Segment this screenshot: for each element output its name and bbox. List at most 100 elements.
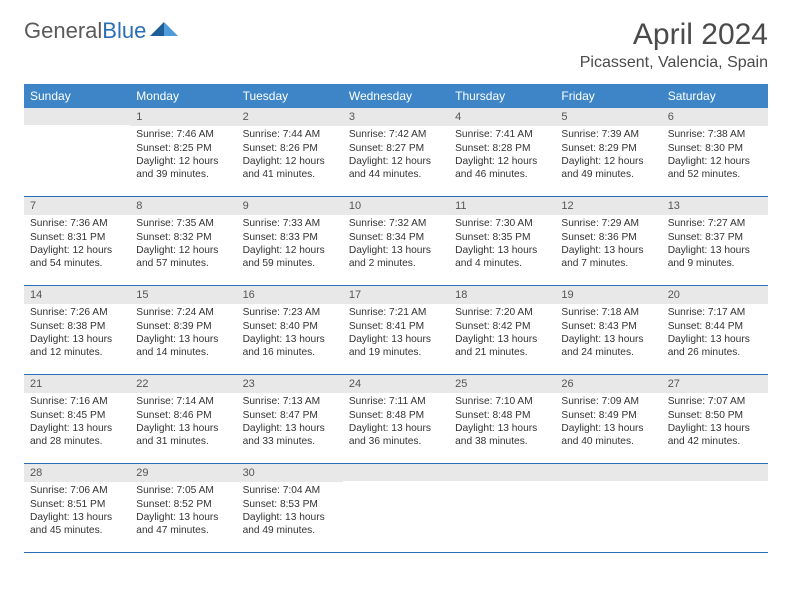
- daylight-text: Daylight: 12 hours and 54 minutes.: [30, 244, 124, 271]
- day-cell: 21Sunrise: 7:16 AMSunset: 8:45 PMDayligh…: [24, 375, 130, 463]
- day-body: Sunrise: 7:17 AMSunset: 8:44 PMDaylight:…: [662, 304, 768, 363]
- day-number: 24: [343, 375, 449, 393]
- header: GeneralBlue April 2024 Picassent, Valenc…: [0, 0, 792, 80]
- day-body: [343, 481, 449, 541]
- day-number: 4: [449, 108, 555, 126]
- sunset-text: Sunset: 8:45 PM: [30, 409, 124, 422]
- day-cell: 25Sunrise: 7:10 AMSunset: 8:48 PMDayligh…: [449, 375, 555, 463]
- sunrise-text: Sunrise: 7:23 AM: [243, 306, 337, 319]
- daylight-text: Daylight: 13 hours and 45 minutes.: [30, 511, 124, 538]
- day-body: Sunrise: 7:20 AMSunset: 8:42 PMDaylight:…: [449, 304, 555, 363]
- sunrise-text: Sunrise: 7:18 AM: [561, 306, 655, 319]
- week-row: 14Sunrise: 7:26 AMSunset: 8:38 PMDayligh…: [24, 286, 768, 375]
- day-body: [24, 125, 130, 185]
- day-cell: 24Sunrise: 7:11 AMSunset: 8:48 PMDayligh…: [343, 375, 449, 463]
- daylight-text: Daylight: 13 hours and 49 minutes.: [243, 511, 337, 538]
- week-row: 1Sunrise: 7:46 AMSunset: 8:25 PMDaylight…: [24, 108, 768, 197]
- day-body: Sunrise: 7:21 AMSunset: 8:41 PMDaylight:…: [343, 304, 449, 363]
- sunrise-text: Sunrise: 7:30 AM: [455, 217, 549, 230]
- day-number: 2: [237, 108, 343, 126]
- day-number: [555, 464, 661, 481]
- sunset-text: Sunset: 8:29 PM: [561, 142, 655, 155]
- sunrise-text: Sunrise: 7:36 AM: [30, 217, 124, 230]
- day-number: 18: [449, 286, 555, 304]
- day-body: Sunrise: 7:16 AMSunset: 8:45 PMDaylight:…: [24, 393, 130, 452]
- day-cell: 5Sunrise: 7:39 AMSunset: 8:29 PMDaylight…: [555, 108, 661, 196]
- day-number: 20: [662, 286, 768, 304]
- daylight-text: Daylight: 13 hours and 9 minutes.: [668, 244, 762, 271]
- day-cell: 18Sunrise: 7:20 AMSunset: 8:42 PMDayligh…: [449, 286, 555, 374]
- day-body: Sunrise: 7:05 AMSunset: 8:52 PMDaylight:…: [130, 482, 236, 541]
- logo-triangle-icon: [150, 20, 178, 40]
- day-body: Sunrise: 7:07 AMSunset: 8:50 PMDaylight:…: [662, 393, 768, 452]
- sunset-text: Sunset: 8:50 PM: [668, 409, 762, 422]
- day-body: Sunrise: 7:09 AMSunset: 8:49 PMDaylight:…: [555, 393, 661, 452]
- day-body: Sunrise: 7:26 AMSunset: 8:38 PMDaylight:…: [24, 304, 130, 363]
- daylight-text: Daylight: 12 hours and 46 minutes.: [455, 155, 549, 182]
- sunset-text: Sunset: 8:36 PM: [561, 231, 655, 244]
- sunset-text: Sunset: 8:34 PM: [349, 231, 443, 244]
- daylight-text: Daylight: 13 hours and 7 minutes.: [561, 244, 655, 271]
- day-cell: 14Sunrise: 7:26 AMSunset: 8:38 PMDayligh…: [24, 286, 130, 374]
- day-number: 26: [555, 375, 661, 393]
- sunset-text: Sunset: 8:53 PM: [243, 498, 337, 511]
- day-header: Saturday: [662, 84, 768, 108]
- day-cell: 16Sunrise: 7:23 AMSunset: 8:40 PMDayligh…: [237, 286, 343, 374]
- day-number: 25: [449, 375, 555, 393]
- day-cell: [343, 464, 449, 552]
- day-headers-row: SundayMondayTuesdayWednesdayThursdayFrid…: [24, 84, 768, 108]
- day-header: Tuesday: [237, 84, 343, 108]
- daylight-text: Daylight: 13 hours and 42 minutes.: [668, 422, 762, 449]
- sunset-text: Sunset: 8:42 PM: [455, 320, 549, 333]
- day-number: 8: [130, 197, 236, 215]
- day-number: 10: [343, 197, 449, 215]
- daylight-text: Daylight: 13 hours and 28 minutes.: [30, 422, 124, 449]
- daylight-text: Daylight: 12 hours and 44 minutes.: [349, 155, 443, 182]
- day-number: 7: [24, 197, 130, 215]
- sunrise-text: Sunrise: 7:06 AM: [30, 484, 124, 497]
- day-number: 13: [662, 197, 768, 215]
- logo-text-part1: General: [24, 18, 102, 43]
- day-body: Sunrise: 7:32 AMSunset: 8:34 PMDaylight:…: [343, 215, 449, 274]
- day-body: Sunrise: 7:18 AMSunset: 8:43 PMDaylight:…: [555, 304, 661, 363]
- sunrise-text: Sunrise: 7:24 AM: [136, 306, 230, 319]
- day-cell: 28Sunrise: 7:06 AMSunset: 8:51 PMDayligh…: [24, 464, 130, 552]
- sunrise-text: Sunrise: 7:07 AM: [668, 395, 762, 408]
- sunset-text: Sunset: 8:38 PM: [30, 320, 124, 333]
- day-cell: 2Sunrise: 7:44 AMSunset: 8:26 PMDaylight…: [237, 108, 343, 196]
- day-number: 3: [343, 108, 449, 126]
- sunset-text: Sunset: 8:49 PM: [561, 409, 655, 422]
- day-number: 30: [237, 464, 343, 482]
- sunrise-text: Sunrise: 7:16 AM: [30, 395, 124, 408]
- day-cell: [449, 464, 555, 552]
- sunset-text: Sunset: 8:31 PM: [30, 231, 124, 244]
- day-cell: 3Sunrise: 7:42 AMSunset: 8:27 PMDaylight…: [343, 108, 449, 196]
- day-cell: 20Sunrise: 7:17 AMSunset: 8:44 PMDayligh…: [662, 286, 768, 374]
- day-number: 14: [24, 286, 130, 304]
- day-body: Sunrise: 7:11 AMSunset: 8:48 PMDaylight:…: [343, 393, 449, 452]
- sunset-text: Sunset: 8:44 PM: [668, 320, 762, 333]
- day-header: Monday: [130, 84, 236, 108]
- daylight-text: Daylight: 13 hours and 21 minutes.: [455, 333, 549, 360]
- day-body: Sunrise: 7:46 AMSunset: 8:25 PMDaylight:…: [130, 126, 236, 185]
- daylight-text: Daylight: 12 hours and 57 minutes.: [136, 244, 230, 271]
- calendar-body: 1Sunrise: 7:46 AMSunset: 8:25 PMDaylight…: [24, 108, 768, 553]
- sunset-text: Sunset: 8:33 PM: [243, 231, 337, 244]
- day-number: 19: [555, 286, 661, 304]
- day-body: Sunrise: 7:24 AMSunset: 8:39 PMDaylight:…: [130, 304, 236, 363]
- day-number: 12: [555, 197, 661, 215]
- day-number: 28: [24, 464, 130, 482]
- sunrise-text: Sunrise: 7:27 AM: [668, 217, 762, 230]
- week-row: 21Sunrise: 7:16 AMSunset: 8:45 PMDayligh…: [24, 375, 768, 464]
- sunset-text: Sunset: 8:37 PM: [668, 231, 762, 244]
- day-number: 1: [130, 108, 236, 126]
- sunset-text: Sunset: 8:25 PM: [136, 142, 230, 155]
- sunrise-text: Sunrise: 7:33 AM: [243, 217, 337, 230]
- day-cell: 8Sunrise: 7:35 AMSunset: 8:32 PMDaylight…: [130, 197, 236, 285]
- daylight-text: Daylight: 12 hours and 52 minutes.: [668, 155, 762, 182]
- day-body: Sunrise: 7:39 AMSunset: 8:29 PMDaylight:…: [555, 126, 661, 185]
- sunset-text: Sunset: 8:46 PM: [136, 409, 230, 422]
- sunrise-text: Sunrise: 7:38 AM: [668, 128, 762, 141]
- day-body: Sunrise: 7:41 AMSunset: 8:28 PMDaylight:…: [449, 126, 555, 185]
- day-cell: [24, 108, 130, 196]
